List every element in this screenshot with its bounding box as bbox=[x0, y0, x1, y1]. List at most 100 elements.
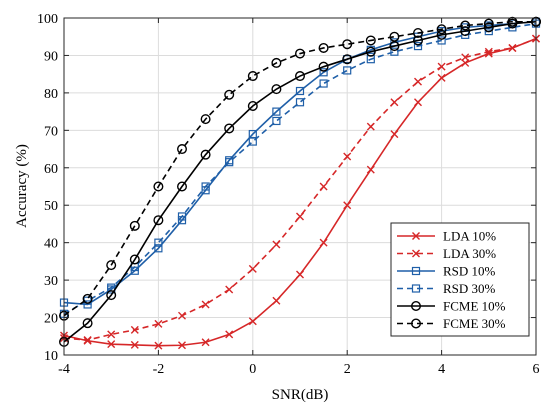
legend-label: LDA 30% bbox=[443, 246, 496, 261]
x-tick-label: -2 bbox=[153, 362, 165, 377]
data-point bbox=[437, 62, 446, 71]
legend-marker bbox=[411, 318, 422, 329]
data-point bbox=[83, 336, 92, 345]
series-line bbox=[63, 37, 537, 341]
legend-label: RSD 30% bbox=[443, 281, 496, 296]
data-point bbox=[224, 123, 235, 134]
data-point bbox=[271, 57, 282, 68]
series-line bbox=[63, 20, 537, 343]
data-point bbox=[224, 89, 235, 100]
y-tick-label: 60 bbox=[44, 162, 58, 177]
data-point bbox=[82, 318, 93, 329]
series-line bbox=[63, 20, 537, 306]
data-point bbox=[460, 20, 471, 31]
y-tick-label: 40 bbox=[44, 237, 58, 252]
legend-label: LDA 10% bbox=[443, 229, 496, 244]
data-point bbox=[247, 100, 258, 111]
data-point bbox=[82, 293, 93, 304]
data-point bbox=[319, 68, 328, 77]
x-tick-label: 0 bbox=[249, 362, 256, 377]
series-5 bbox=[59, 16, 542, 347]
legend-entry: FCME 10% bbox=[397, 299, 506, 314]
data-point bbox=[319, 79, 328, 88]
data-point bbox=[365, 46, 376, 57]
y-tick-label: 20 bbox=[44, 312, 58, 327]
data-point bbox=[366, 122, 375, 131]
x-axis-title: SNR(dB) bbox=[272, 387, 329, 403]
data-point bbox=[130, 340, 139, 349]
y-axis-title: Accuracy (%) bbox=[14, 144, 30, 228]
data-point bbox=[366, 165, 375, 174]
data-point bbox=[106, 290, 117, 301]
data-point bbox=[271, 84, 282, 95]
data-point bbox=[248, 317, 257, 326]
series-6 bbox=[59, 16, 542, 321]
data-point bbox=[178, 311, 186, 320]
data-point bbox=[342, 54, 353, 65]
series-line bbox=[63, 20, 536, 317]
data-point bbox=[153, 215, 164, 226]
data-point bbox=[154, 341, 163, 350]
data-point bbox=[437, 73, 446, 82]
data-point bbox=[107, 330, 116, 339]
data-point bbox=[295, 98, 305, 107]
x-tick-label: 6 bbox=[533, 362, 540, 377]
data-point bbox=[414, 98, 422, 107]
data-point bbox=[225, 330, 234, 339]
data-point bbox=[107, 340, 116, 349]
plot-frame bbox=[63, 17, 537, 356]
axes: -4 -2 0 2 4 6 10 20 30 40 50 60 70 80 90 100 bbox=[37, 12, 540, 377]
data-point bbox=[225, 285, 234, 294]
data-point bbox=[413, 35, 424, 46]
legend-label: FCME 10% bbox=[443, 299, 506, 314]
legend-entry: RSD 30% bbox=[397, 281, 496, 296]
data-point bbox=[106, 260, 117, 271]
data-point bbox=[342, 39, 353, 50]
data-point bbox=[343, 152, 352, 161]
data-point bbox=[296, 270, 304, 279]
data-point bbox=[436, 24, 447, 35]
y-tick-label: 50 bbox=[44, 199, 58, 214]
data-point bbox=[390, 98, 399, 107]
y-tick-label: 80 bbox=[44, 87, 58, 102]
data-point bbox=[129, 254, 140, 265]
legend-marker bbox=[411, 266, 421, 276]
data-point bbox=[318, 42, 329, 53]
data-point bbox=[390, 47, 399, 56]
data-point bbox=[201, 182, 210, 191]
data-point bbox=[272, 107, 281, 116]
y-tick-label: 90 bbox=[44, 49, 58, 64]
data-point bbox=[153, 181, 164, 192]
data-point bbox=[130, 325, 139, 334]
data-point bbox=[177, 212, 187, 221]
legend-marker bbox=[412, 249, 420, 258]
data-point bbox=[343, 55, 352, 64]
data-point bbox=[414, 77, 422, 86]
data-point bbox=[390, 130, 399, 139]
legend-entry: LDA 30% bbox=[397, 246, 496, 261]
data-point bbox=[365, 35, 376, 46]
data-point bbox=[484, 49, 493, 58]
data-point bbox=[200, 114, 211, 125]
data-point bbox=[247, 71, 258, 82]
legend: LDA 10% LDA 30% RSD 10% RSD 30% FCME 10% FCME… bbox=[390, 222, 530, 337]
data-point bbox=[154, 319, 163, 328]
data-point bbox=[129, 220, 140, 231]
data-point bbox=[343, 201, 352, 210]
legend-box bbox=[390, 222, 530, 337]
data-point bbox=[437, 36, 446, 45]
y-tick-label: 70 bbox=[44, 124, 58, 139]
data-point bbox=[343, 66, 352, 75]
data-point bbox=[295, 86, 305, 96]
x-tick-label: -4 bbox=[58, 362, 70, 377]
legend-label: RSD 10% bbox=[443, 264, 496, 279]
data-point bbox=[389, 41, 400, 52]
legend-marker bbox=[411, 301, 422, 312]
data-point bbox=[154, 238, 163, 247]
data-point bbox=[225, 158, 234, 167]
data-point bbox=[272, 240, 281, 249]
data-point bbox=[176, 181, 187, 192]
data-point bbox=[460, 26, 471, 37]
y-tick-label: 100 bbox=[37, 12, 58, 27]
